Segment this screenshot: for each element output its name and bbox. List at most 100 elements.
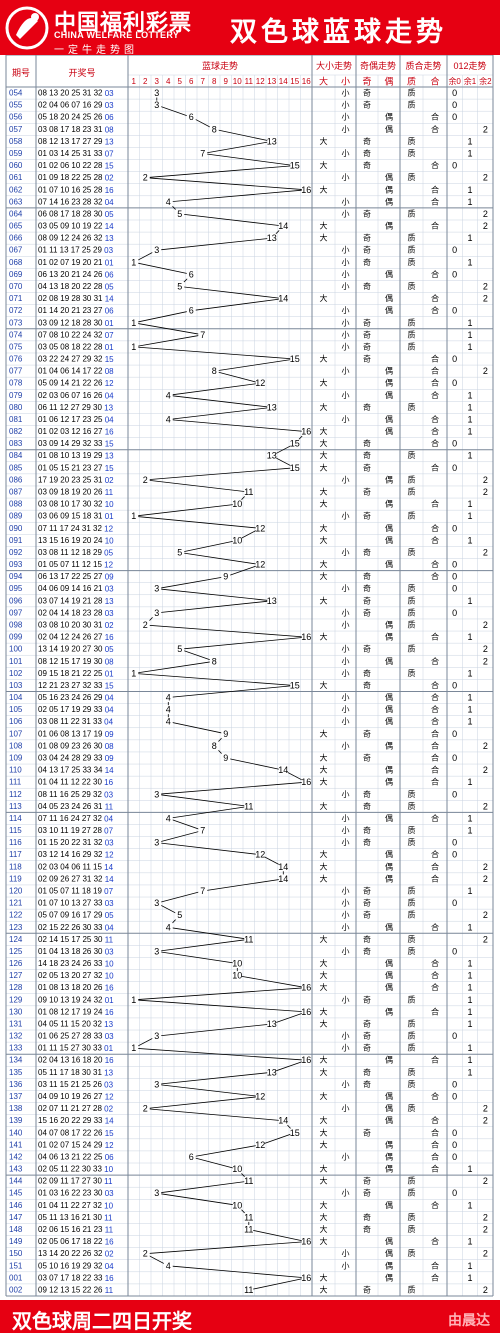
ball-header-8: 8 [212,77,217,86]
big-mark: 大 [320,765,328,775]
period-number: 090 [9,524,23,533]
mod3-mark: 1 [467,330,472,340]
even-mark: 偶 [385,559,393,569]
even-mark: 偶 [385,765,393,775]
mod3-mark: 0 [452,838,457,848]
prime-mark: 质 [408,620,416,630]
period-number: 145 [9,1189,23,1198]
composite-mark: 合 [431,1127,439,1137]
draw-numbers: 03 11 15 21 25 26 03 [38,1080,114,1089]
period-number: 125 [9,947,23,956]
trend-marker-bg [232,535,242,545]
even-mark: 偶 [385,740,393,750]
mod3-mark: 1 [467,971,472,981]
small-mark: 小 [342,741,350,750]
composite-mark: 合 [431,196,439,206]
trend-marker-value: 16 [301,1007,311,1017]
period-number: 146 [9,1201,23,1210]
subheader-rem1: 余1 [464,76,477,86]
blue-trend-line [132,93,308,1291]
even-mark: 偶 [385,704,393,714]
big-mark: 大 [320,632,328,642]
big-mark: 大 [320,777,328,787]
odd-mark: 奇 [363,438,371,448]
small-mark: 小 [342,826,350,835]
period-number: 070 [9,282,23,291]
blue-ball-number: 12 [105,1092,114,1101]
period-number: 061 [9,173,23,182]
prime-mark: 质 [408,946,416,956]
trend-marker-bg [152,1079,162,1089]
trend-marker-value: 10 [232,1200,242,1210]
big-mark: 大 [320,136,328,146]
draw-numbers: 01 05 07 11 18 19 07 [38,886,114,895]
trend-marker-value: 3 [154,838,159,848]
odd-mark: 奇 [363,136,371,146]
trend-marker-value: 10 [232,1164,242,1174]
trend-marker-bg [255,1140,265,1150]
blue-ball-number: 13 [105,596,114,605]
draw-numbers: 01 08 12 17 19 24 16 [38,1007,114,1016]
odd-mark: 奇 [363,148,371,158]
ball-header-16: 16 [302,77,311,86]
period-number: 062 [9,185,23,194]
composite-mark: 合 [431,293,439,303]
period-number: 075 [9,342,23,351]
draw-numbers: 01 03 16 22 23 30 03 [38,1189,114,1198]
composite-mark: 合 [431,632,439,642]
trend-marker-bg [209,741,219,751]
mod3-mark: 2 [483,1285,488,1295]
small-mark: 小 [342,113,350,122]
period-number: 143 [9,1165,23,1174]
trend-marker-bg [232,499,242,509]
trend-marker-bg [129,1043,139,1053]
prime-mark: 质 [408,1067,416,1077]
blue-ball-number: 11 [105,935,114,944]
trend-marker-value: 13 [267,596,277,606]
trend-marker-bg [301,185,311,195]
draw-numbers: 14 18 23 24 26 33 10 [38,959,114,968]
mod3-mark: 2 [483,874,488,884]
section-lines [5,55,494,1297]
blue-ball-number: 08 [105,657,114,666]
draw-numbers: 05 09 14 21 22 26 12 [38,379,114,388]
mod3-mark: 2 [483,124,488,134]
mod3-mark: 0 [452,1188,457,1198]
trend-marker-value: 4 [166,390,171,400]
draw-numbers: 03 09 14 29 32 33 15 [38,439,114,448]
odd-mark: 奇 [363,1224,371,1234]
big-mark: 大 [320,1212,328,1222]
odd-mark: 奇 [363,88,371,98]
draw-numbers: 03 06 09 15 18 31 01 [38,512,114,521]
draw-numbers: 02 05 11 22 30 33 10 [38,1165,114,1174]
ball-header-12: 12 [256,77,265,86]
period-number: 135 [9,1068,23,1077]
prime-mark: 质 [408,595,416,605]
period-number: 105 [9,705,23,714]
composite-mark: 合 [431,571,439,581]
period-number: 100 [9,645,23,654]
period-number: 111 [9,778,22,787]
draw-numbers: 03 09 18 19 20 26 11 [38,488,114,497]
trend-marker-bg [186,112,196,122]
mod3-mark: 0 [452,753,457,763]
small-mark: 小 [342,1261,350,1270]
draw-numbers: 01 11 15 27 30 33 01 [38,1044,114,1053]
prime-mark: 质 [408,1284,416,1294]
trend-marker-value: 4 [166,693,171,703]
mod3-mark: 1 [467,1055,472,1065]
draw-numbers: 02 09 26 27 31 32 14 [38,874,114,883]
even-mark: 偶 [385,378,393,388]
ball-header-7: 7 [201,77,206,86]
trend-marker-bg [255,560,265,570]
draw-numbers: 02 08 19 28 30 31 14 [38,294,114,303]
blue-ball-number: 01 [105,258,114,267]
composite-mark: 合 [431,1055,439,1065]
trend-marker-value: 12 [255,1092,265,1102]
big-mark: 大 [320,233,328,243]
even-mark: 偶 [385,474,393,484]
composite-mark: 合 [431,752,439,762]
even-mark: 偶 [385,172,393,182]
draw-numbers: 01 02 07 19 20 21 01 [38,258,114,267]
odd-mark: 奇 [363,462,371,472]
